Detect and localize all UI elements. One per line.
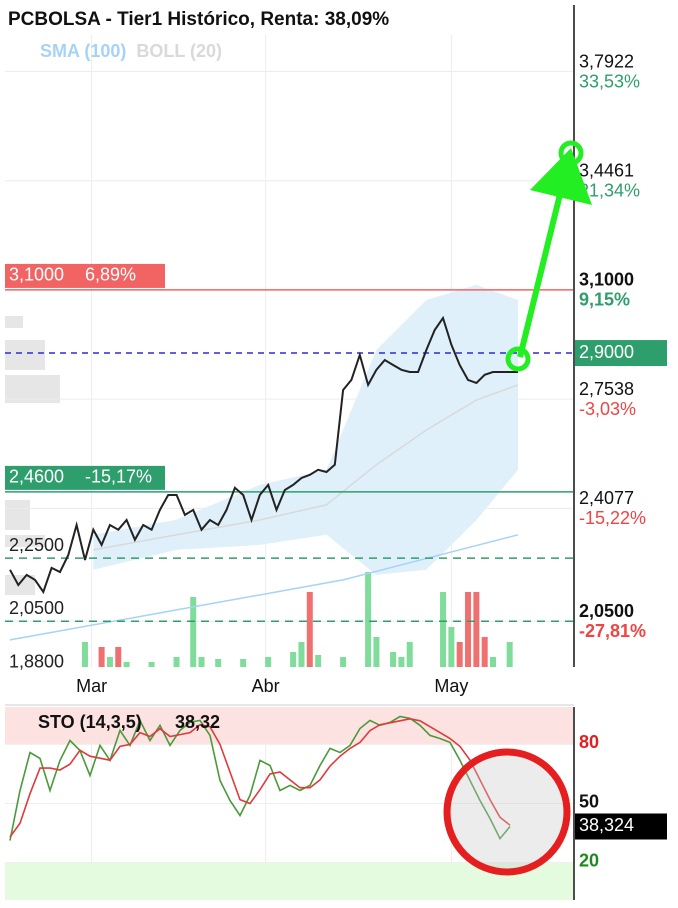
volume-bar [373,637,380,667]
y-tick-change: -3,03% [579,399,636,419]
volume-bar [190,597,197,667]
oscillator-line [9,717,511,838]
volume-bar [115,647,122,667]
legend-entry: SMA (100) [40,41,126,61]
x-tick-label: Abr [252,676,280,696]
y-tick-label: 50 [579,791,599,811]
volume-bar [390,652,397,667]
y-tick-label: 2,0500 [579,601,634,621]
volume-bar [340,657,347,667]
level-change: 6,89% [85,265,136,285]
bollinger-band [93,284,519,575]
blurred-labels [5,316,60,595]
indicator-value: 38,32 [175,712,220,732]
y-tick-label: 80 [579,732,599,752]
y-tick-change: -15,22% [579,508,646,528]
last-value-label: 38,324 [579,815,634,835]
level-label-box [5,465,165,490]
level-label: 2,0500 [9,598,64,618]
y-tick-change: 21,34% [579,180,640,200]
y-tick-change: -27,81% [579,621,646,641]
volume-bar [148,662,155,667]
level-label: 3,1000 [9,265,64,285]
volume-bar [365,572,372,667]
x-tick-label: Mar [76,676,107,696]
volume-bar [473,592,480,667]
volume-bar [456,642,463,667]
zone [5,707,573,745]
legend-entry: BOLL (20) [136,41,222,61]
volume-bar [481,637,488,667]
x-tick-label: May [434,676,468,696]
volume-bar [306,592,313,667]
volume-bar [298,642,305,667]
volume-bar [81,642,88,667]
price-line [9,534,519,641]
y-tick-label: 20 [579,850,599,870]
volume-bar [173,657,180,667]
last-price-box [575,340,667,367]
level-label: 2,4600 [9,467,64,487]
price-line [9,315,518,595]
level-label: 2,2500 [9,535,64,555]
volume-bar [406,642,413,667]
volume-bar [448,627,455,667]
volume-bar [240,659,247,667]
y-tick-label: 2,4077 [579,488,634,508]
y-tick-change: 9,15% [579,290,630,310]
volume-bar [315,655,322,667]
level-label: 1,8800 [9,652,64,672]
y-tick-label: 3,7922 [579,51,634,71]
annotation-circle [443,748,571,876]
y-tick-label: 3,1000 [579,270,634,290]
last-price-label: 2,9000 [579,342,634,362]
volume-bar [106,657,113,667]
volume-bar [198,657,205,667]
last-value-box [575,813,667,840]
volume-bar [123,662,130,667]
volume-bar [215,659,222,667]
oscillator-line [9,715,511,841]
volume-bar [265,657,272,667]
price-line [93,384,519,551]
volume-bar [98,647,105,667]
volume-bar [398,657,405,667]
volume-bar [506,642,513,667]
volume-bar [465,592,472,667]
indicator-title: STO (14,3,5) [38,712,142,732]
level-change: -15,17% [85,467,152,487]
y-tick-change: 33,53% [579,71,640,91]
volume-bar [290,652,297,667]
zone [5,862,573,900]
level-label-box [5,263,165,288]
y-tick-label: 2,7538 [579,379,634,399]
volume-bar [440,592,447,667]
chart-title: PCBOLSA - Tier1 Histórico, Renta: 38,09% [8,9,389,30]
y-tick-label: 3,4461 [579,160,634,180]
volume-bar [490,657,497,667]
annotation-arrow [505,140,592,372]
title-bg [5,5,575,35]
